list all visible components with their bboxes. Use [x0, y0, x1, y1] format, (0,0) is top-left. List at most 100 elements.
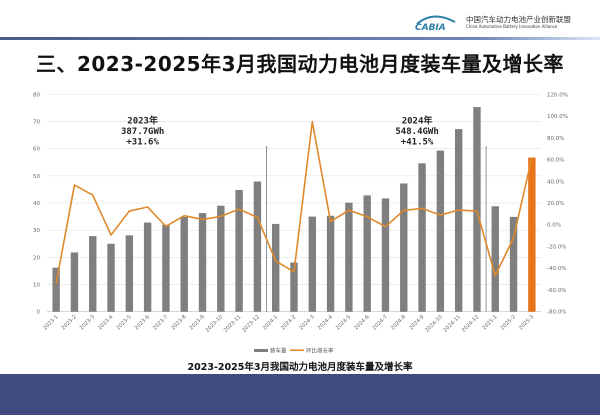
bar-2023-10 — [217, 205, 225, 312]
growth-point-2023-8 — [183, 215, 185, 217]
left-axis-tick: 70 — [33, 119, 40, 125]
org-name-en: China Automotive Battery Innovation Alli… — [466, 24, 558, 29]
growth-point-2023-5 — [128, 210, 130, 212]
bar-2023-8 — [180, 216, 188, 312]
bar-2024-9 — [418, 163, 426, 312]
legend-line-label: 环比增长率 — [306, 347, 334, 355]
x-axis-tick: 2024-4 — [317, 314, 335, 332]
growth-point-2024-10 — [439, 214, 441, 216]
x-axis-tick: 2024-12 — [461, 314, 481, 334]
x-axis-tick: 2025-2 — [500, 314, 517, 331]
x-axis-tick: 2024-8 — [390, 314, 407, 331]
left-axis-tick: 30 — [33, 228, 40, 234]
bar-2024-4 — [326, 215, 335, 312]
growth-point-2023-3 — [92, 194, 94, 196]
right-axis-tick: -60.0% — [547, 288, 566, 294]
left-axis-tick: 10 — [33, 283, 40, 289]
x-axis-tick: 2023-5 — [116, 314, 133, 331]
bar-2023-12 — [253, 181, 262, 312]
x-axis-tick: 2025-3 — [518, 314, 535, 331]
bar-2024-5 — [345, 202, 353, 312]
legend-bar-label: 装车量 — [270, 347, 287, 355]
x-axis-tick: 2024-5 — [335, 314, 352, 331]
bar-2023-1 — [52, 267, 60, 312]
bar-2023-5 — [125, 235, 134, 312]
growth-point-2025-2 — [512, 237, 515, 239]
x-axis-tick: 2024-11 — [443, 314, 463, 334]
bar-2024-11 — [454, 129, 463, 312]
x-axis-tick: 2023-3 — [79, 314, 96, 331]
right-axis-tick: -40.0% — [547, 266, 566, 272]
bar-2023-11 — [235, 189, 243, 312]
right-axis-tick: 120.0% — [547, 92, 568, 98]
x-axis-tick: 2025-1 — [481, 314, 498, 331]
right-axis-tick: -80.0% — [547, 310, 566, 316]
bar-2024-12 — [473, 107, 481, 312]
annotation-text: 2023年 — [127, 114, 158, 126]
x-axis-tick: 2023-8 — [170, 314, 187, 331]
growth-point-2024-1 — [275, 260, 277, 262]
chart-title: 2023-2025年3月我国动力电池月度装车量及增长率 — [188, 361, 413, 373]
growth-point-2023-6 — [147, 206, 149, 208]
x-axis-tick: 2024-10 — [424, 314, 444, 334]
x-axis-tick: 2023-2 — [61, 314, 78, 331]
x-axis-tick: 2024-6 — [353, 314, 370, 331]
svg-text:CABIA: CABIA — [415, 23, 446, 32]
legend-line-swatch — [290, 349, 304, 351]
legend-bar-swatch — [254, 349, 268, 352]
page-title: 三、2023-2025年3月我国动力电池月度装车量及增长率 — [35, 52, 565, 76]
x-axis-tick: 2023-1 — [42, 314, 59, 331]
growth-point-2024-5 — [348, 209, 350, 211]
annotation-text: 2024年 — [402, 114, 433, 126]
right-axis-tick: 100.0% — [547, 114, 568, 120]
bar-2023-4 — [107, 243, 115, 312]
growth-point-2025-3 — [531, 157, 533, 159]
left-axis-tick: 40 — [33, 201, 40, 207]
growth-point-2023-2 — [73, 184, 76, 186]
right-axis-tick: 40.0% — [547, 179, 564, 185]
left-axis-tick: 20 — [33, 255, 40, 261]
cabia-logo: CABIA — [415, 15, 456, 32]
growth-point-2024-8 — [403, 209, 405, 211]
growth-point-2023-10 — [220, 215, 222, 217]
bar-2024-3 — [308, 216, 316, 312]
growth-point-2023-7 — [165, 225, 167, 227]
left-axis-tick: 50 — [33, 174, 40, 180]
bar-2024-10 — [436, 150, 445, 312]
bar-2023-7 — [162, 224, 170, 312]
growth-point-2023-11 — [238, 208, 240, 210]
bar-2023-6 — [143, 222, 152, 312]
growth-point-2023-1 — [55, 282, 57, 285]
annotation-text: +31.6% — [126, 137, 159, 147]
bar-2024-7 — [381, 198, 390, 312]
growth-point-2024-12 — [476, 210, 478, 212]
bar-2024-6 — [363, 195, 371, 312]
x-axis-tick: 2023-6 — [134, 314, 151, 331]
bar-2024-2 — [290, 262, 298, 312]
annotation-text: 387.7GWh — [121, 127, 164, 137]
x-axis-tick: 2024-7 — [372, 314, 389, 331]
right-axis-tick: 0.0% — [547, 223, 561, 229]
bar-2023-9 — [198, 213, 207, 312]
x-axis-tick: 2024-3 — [298, 314, 315, 331]
right-axis-tick: 80.0% — [547, 136, 564, 142]
growth-point-2024-3 — [311, 121, 313, 123]
growth-point-2024-11 — [458, 209, 460, 211]
right-axis-tick: 60.0% — [547, 158, 564, 164]
x-axis-tick: 2023-7 — [152, 314, 169, 331]
x-axis-tick: 2024-1 — [262, 314, 279, 331]
x-axis-tick: 2024-9 — [408, 314, 425, 331]
bar-2023-2 — [70, 252, 79, 312]
growth-point-2023-9 — [201, 218, 204, 221]
bar-2025-2 — [509, 216, 518, 312]
right-axis-tick: -20.0% — [547, 244, 566, 250]
x-axis-tick: 2023-12 — [241, 314, 261, 334]
growth-point-2024-6 — [366, 216, 368, 218]
annotation-text: +41.5% — [401, 137, 434, 147]
annotation-text: 548.4GWh — [395, 127, 438, 137]
left-axis-tick: 60 — [33, 147, 40, 153]
x-axis-tick: 2024-2 — [280, 314, 297, 331]
org-name-cn: 中国汽车动力电池产业创新联盟 — [466, 15, 571, 24]
growth-point-2023-12 — [256, 216, 259, 219]
